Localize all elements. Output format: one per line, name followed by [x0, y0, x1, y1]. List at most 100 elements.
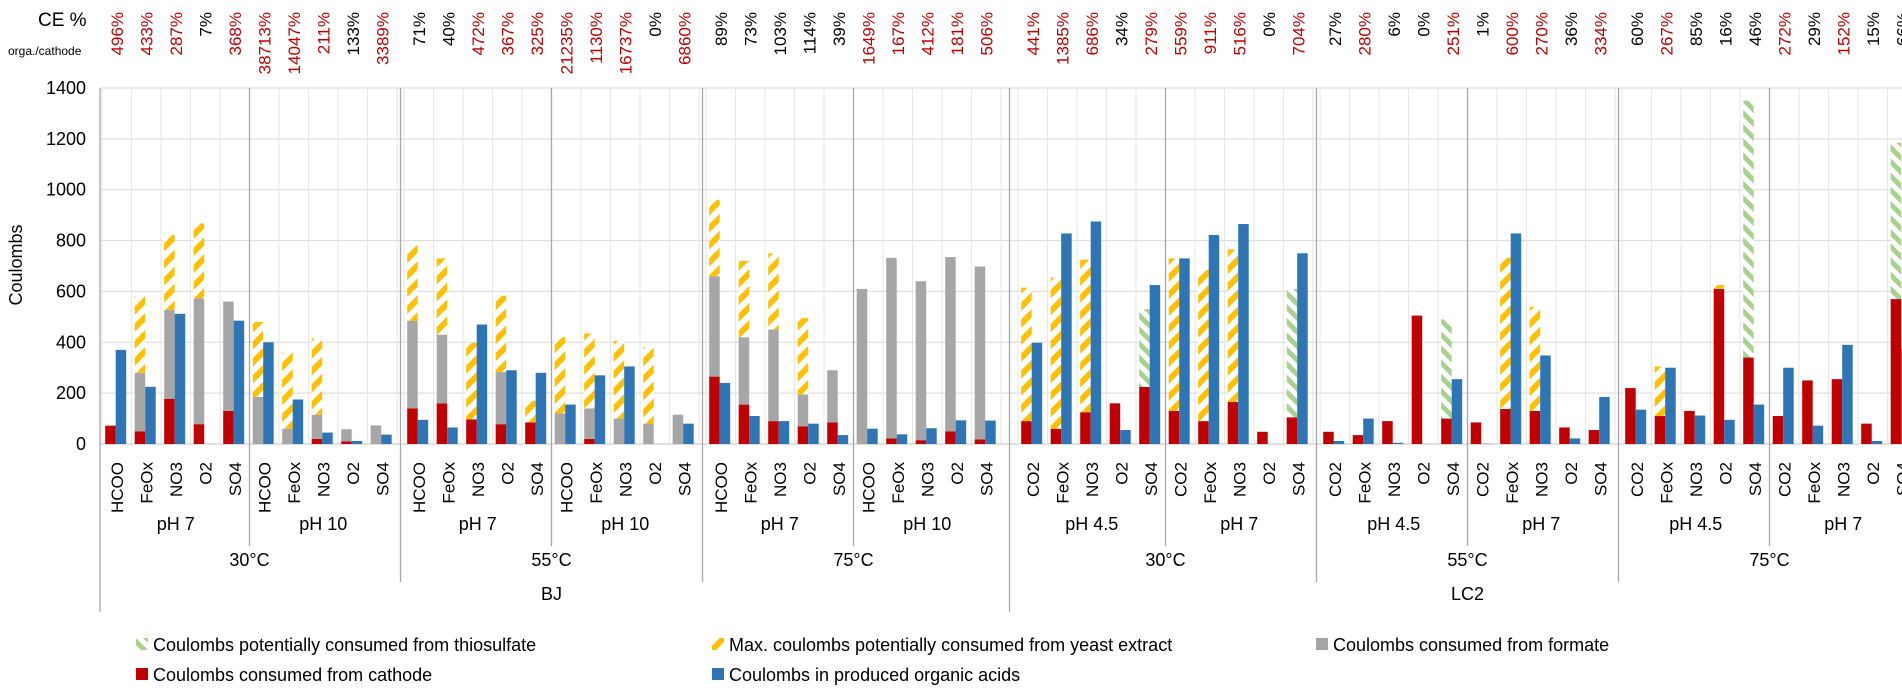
ce-percentage: 279% [1142, 12, 1161, 55]
organic-acids-bar [1149, 285, 1161, 444]
organic-acids-bar [476, 324, 488, 444]
category-label: NO3 [1532, 462, 1551, 497]
organic-acids-bar [351, 440, 363, 444]
organic-acids-bar [1031, 342, 1043, 444]
formate-bar [584, 408, 595, 439]
category-label: FeOx [1355, 462, 1374, 504]
ce-percentage: 325% [528, 12, 547, 55]
yeast-extract-bar [1713, 285, 1725, 289]
ce-percentage: 267% [1657, 12, 1676, 55]
organic-acids-bar [1333, 440, 1345, 444]
y-tick-label: 1200 [46, 129, 86, 149]
formate-bar [613, 418, 625, 444]
cathode-bar [886, 438, 897, 444]
yeast-extract-bar [193, 223, 205, 299]
organic-acids-bar [1510, 233, 1522, 444]
category-label: NO3 [771, 462, 790, 497]
thiosulfate-bar [1890, 142, 1902, 300]
cathode-bar [738, 404, 750, 444]
category-label: CO2 [1628, 462, 1647, 497]
ce-percentage: 496% [108, 12, 127, 55]
organic-acids-bar [1208, 234, 1220, 444]
cathode-bar [1588, 430, 1600, 444]
ce-percentage: 441% [1024, 12, 1043, 55]
yeast-extract-bar [1050, 277, 1062, 429]
thiosulfate-bar [1441, 319, 1452, 419]
legend-swatch-formate [1316, 638, 1328, 650]
cathode-bar [945, 431, 956, 444]
yeast-extract-bar [466, 343, 477, 420]
yeast-extract-bar [797, 318, 809, 395]
organic-acids-bar [292, 399, 304, 444]
ph-label: pH 7 [1824, 514, 1862, 534]
ce-percentage: 686% [1083, 12, 1102, 55]
cathode-bar [1713, 288, 1725, 444]
cathode-bar [709, 376, 720, 444]
category-label: NO3 [167, 462, 186, 497]
cathode-bar [1890, 299, 1902, 444]
ce-percentage: 0% [1260, 12, 1279, 37]
category-label: HCOO [712, 462, 731, 513]
ce-percentage: 368% [226, 12, 245, 55]
temperature-label: 55°C [531, 550, 571, 570]
category-label: SO4 [1893, 462, 1902, 496]
y-tick-label: 600 [56, 281, 86, 301]
ce-percentage: 1130% [587, 12, 606, 64]
ce-percentage: 114% [800, 12, 819, 54]
cathode-bar [1286, 417, 1298, 444]
cathode-bar [584, 438, 595, 444]
category-label: FeOx [1657, 462, 1676, 504]
organic-acids-bar [565, 404, 576, 444]
ce-percentage: 85% [1687, 12, 1706, 46]
yeast-extract-bar [1021, 287, 1032, 422]
ce-percentage: 89% [712, 12, 731, 46]
ce-percentage: 0% [646, 12, 665, 37]
category-label: O2 [498, 462, 517, 485]
organic-acids-bar [1812, 425, 1824, 444]
cathode-bar [1021, 421, 1032, 444]
ce-header: CE % [38, 10, 87, 31]
cathode-bar [1352, 435, 1364, 444]
formate-bar [643, 423, 654, 444]
cathode-bar [1050, 428, 1062, 444]
category-label: NO3 [1385, 462, 1404, 497]
ce-percentage: 334% [1591, 12, 1610, 55]
temperature-label: 75°C [1749, 550, 1789, 570]
ph-label: pH 10 [601, 514, 649, 534]
category-label: NO3 [1083, 462, 1102, 497]
category-label: SO4 [1591, 462, 1610, 496]
y-axis-label: Coulombs [6, 224, 26, 305]
formate-bar [193, 298, 205, 425]
organic-acids-bar [837, 435, 849, 444]
formate-bar [974, 266, 986, 440]
ph-label: pH 7 [1220, 514, 1258, 534]
ce-percentage: 600% [1503, 12, 1522, 55]
ph-label: pH 4.5 [1065, 514, 1118, 534]
organic-acids-bar [896, 434, 908, 444]
ce-percentage: 287% [167, 12, 186, 55]
yeast-extract-bar [407, 245, 418, 321]
yeast-extract-bar [436, 258, 448, 335]
cathode-bar [1227, 402, 1239, 444]
category-label: NO3 [1230, 462, 1249, 497]
cathode-bar [1470, 422, 1482, 444]
cathode-bar [1802, 380, 1813, 444]
ce-percentage: 73% [741, 12, 760, 46]
yeast-extract-bar [164, 234, 175, 310]
organic-acids-bar [417, 419, 429, 444]
yeast-extract-bar [643, 347, 654, 424]
organic-acids-bar [1363, 418, 1374, 444]
category-label: SO4 [226, 462, 245, 496]
formate-bar [672, 414, 684, 444]
cathode-bar [1559, 427, 1570, 444]
ce-percentage: 211% [314, 12, 333, 54]
organic-acids-bar [1179, 258, 1190, 444]
formate-bar [709, 276, 720, 377]
legend-label-thiosulfate: Coulombs potentially consumed from thios… [153, 635, 536, 655]
yeast-extract-bar [495, 295, 507, 373]
ph-label: pH 7 [157, 514, 195, 534]
formate-bar [311, 414, 323, 439]
organic-acids-bar [1694, 415, 1706, 444]
yeast-extract-bar [134, 296, 146, 373]
